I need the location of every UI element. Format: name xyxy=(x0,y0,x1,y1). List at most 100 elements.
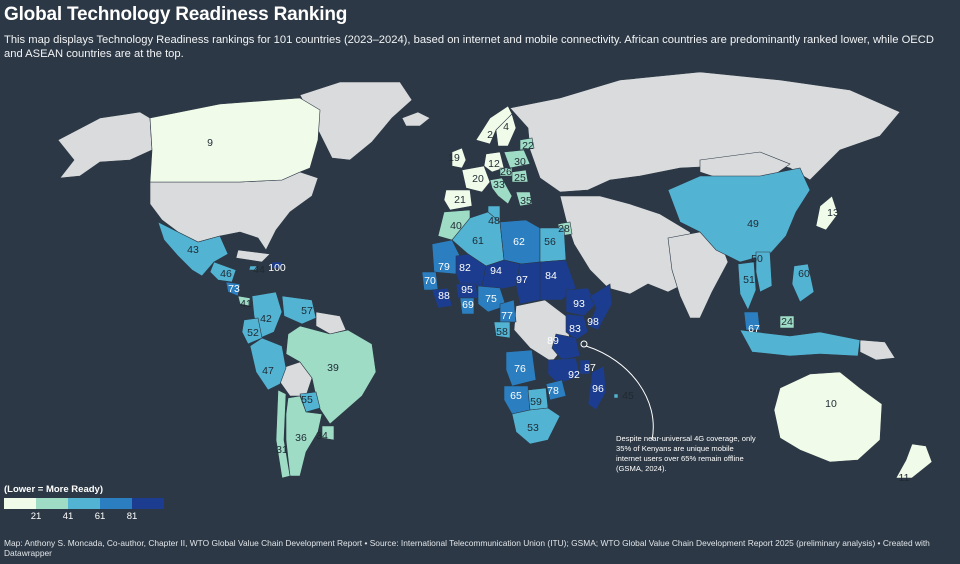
map-subtitle: This map displays Technology Readiness r… xyxy=(4,34,934,60)
country-malawi[interactable] xyxy=(579,359,591,375)
rank-label-poland: 30 xyxy=(514,156,526,168)
rank-label-greece: 35 xyxy=(520,195,532,207)
rank-label-costa-rica: 73 xyxy=(228,283,240,295)
country-jamaica[interactable] xyxy=(248,265,259,271)
world-map: Despite near-universal 4G coverage, only… xyxy=(0,60,960,530)
country-peru[interactable] xyxy=(249,337,287,391)
rank-label-tunisia: 48 xyxy=(488,215,500,227)
country-china[interactable] xyxy=(667,167,811,263)
map-title: Global Technology Readiness Ranking xyxy=(4,4,348,25)
country-brunei[interactable] xyxy=(779,315,795,329)
country-angola[interactable] xyxy=(505,349,537,387)
country-zimbabwe[interactable] xyxy=(545,379,567,401)
country-argentina[interactable] xyxy=(285,395,323,477)
country-dominican-republic[interactable] xyxy=(271,261,283,269)
rank-label-canada: 9 xyxy=(207,137,213,149)
legend-swatch-5 xyxy=(132,498,164,509)
middle-east-shape[interactable] xyxy=(559,195,701,295)
country-japan[interactable] xyxy=(815,195,839,231)
legend-ticks: 21 41 61 81 xyxy=(4,509,164,522)
country-lithuania[interactable] xyxy=(519,137,535,151)
guianas-shape[interactable] xyxy=(315,311,347,335)
country-france[interactable] xyxy=(461,165,491,193)
rank-label-hungary: 25 xyxy=(514,172,526,184)
country-chad[interactable] xyxy=(515,261,541,305)
alaska-shape[interactable] xyxy=(57,111,153,179)
country-hungary[interactable] xyxy=(511,169,529,183)
rank-label-paraguay: 55 xyxy=(301,394,313,406)
rank-label-guinea: 88 xyxy=(438,290,450,302)
country-mauritius[interactable] xyxy=(613,393,619,399)
legend-swatch-2 xyxy=(36,498,68,509)
rank-label-tanzania: 89 xyxy=(547,335,559,347)
country-spain[interactable] xyxy=(443,189,473,211)
png-shape[interactable] xyxy=(859,339,896,361)
country-zambia[interactable] xyxy=(547,357,581,385)
country-italy[interactable] xyxy=(489,177,513,205)
country-germany[interactable] xyxy=(483,151,505,173)
country-indonesia[interactable] xyxy=(739,329,861,357)
greenland-shape[interactable] xyxy=(299,81,413,161)
rank-label-south-africa: 53 xyxy=(527,422,539,434)
country-ecuador[interactable] xyxy=(241,317,263,345)
cuba-shape[interactable] xyxy=(235,249,271,263)
rank-label-france: 20 xyxy=(472,173,484,185)
rank-label-libya: 62 xyxy=(513,236,525,248)
country-philippines[interactable] xyxy=(791,263,815,303)
country-venezuela[interactable] xyxy=(281,295,317,325)
country-ethiopia[interactable] xyxy=(565,287,597,317)
rank-label-sweden: 4 xyxy=(503,121,509,133)
rank-label-ethiopia: 93 xyxy=(573,298,585,310)
country-new-zealand[interactable] xyxy=(895,443,933,479)
country-greece[interactable] xyxy=(515,191,533,207)
rank-label-guatemala: 46 xyxy=(220,268,232,280)
country-thailand[interactable] xyxy=(737,261,757,311)
country-canada[interactable] xyxy=(149,97,321,183)
rank-label-italy: 33 xyxy=(493,179,505,191)
map-legend: (Lower = More Ready) 21 41 61 81 xyxy=(4,484,164,522)
rank-label-sudan: 84 xyxy=(545,270,557,282)
country-sweden[interactable] xyxy=(495,113,517,147)
rank-label-angola: 76 xyxy=(514,363,526,375)
country-tanzania[interactable] xyxy=(551,333,581,361)
country-cameroon[interactable] xyxy=(499,299,517,323)
legend-swatch-4 xyxy=(100,498,132,509)
rank-label-philippines: 60 xyxy=(798,268,810,280)
country-panama[interactable] xyxy=(237,295,251,307)
rank-label-malaysia: 67 xyxy=(748,323,760,335)
iceland-shape[interactable] xyxy=(401,111,431,127)
rank-label-zimbabwe: 78 xyxy=(547,385,559,397)
country-poland[interactable] xyxy=(503,149,531,169)
annotation-anchor xyxy=(580,340,588,348)
annotation-line xyxy=(585,345,654,441)
country-somalia[interactable] xyxy=(587,283,613,331)
country-vietnam[interactable] xyxy=(755,251,773,293)
rank-label-united-kingdom: 19 xyxy=(448,152,460,164)
rank-label-colombia: 42 xyxy=(260,313,272,325)
rank-label-chile: 31 xyxy=(276,444,288,456)
country-malaysia[interactable] xyxy=(743,311,761,331)
country-south-africa[interactable] xyxy=(511,407,561,445)
country-kenya[interactable] xyxy=(565,313,589,341)
country-ghana[interactable] xyxy=(459,297,475,315)
country-gabon[interactable] xyxy=(493,321,511,339)
country-uruguay[interactable] xyxy=(321,425,335,441)
legend-swatch-3 xyxy=(68,498,100,509)
rank-label-jordan: 28 xyxy=(558,223,570,235)
country-united-kingdom[interactable] xyxy=(451,147,467,169)
country-australia[interactable] xyxy=(773,371,883,463)
rank-label-norway: 2 xyxy=(487,129,493,141)
rank-label-dominican-republic: 100 xyxy=(268,262,286,274)
rank-labels: 9 43 46 44 100 73 41 42 57 52 47 39 55 3… xyxy=(187,121,909,484)
country-guinea[interactable] xyxy=(431,287,453,309)
nodata-landmasses xyxy=(57,71,901,397)
country-chile[interactable] xyxy=(275,389,291,479)
country-guatemala[interactable] xyxy=(209,261,237,283)
country-nigeria[interactable] xyxy=(477,285,507,313)
country-brazil[interactable] xyxy=(285,325,377,425)
country-madagascar[interactable] xyxy=(587,365,607,411)
rank-label-niger: 94 xyxy=(490,265,502,277)
rank-label-mauritius: 45 xyxy=(622,390,634,402)
eurasia-north-shape[interactable] xyxy=(509,71,901,193)
rank-label-jamaica: 44 xyxy=(253,264,265,276)
